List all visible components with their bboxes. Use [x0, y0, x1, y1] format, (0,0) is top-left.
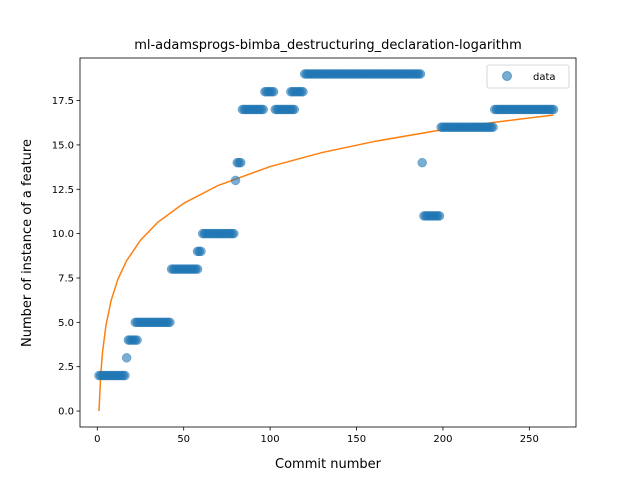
data-point	[417, 157, 427, 168]
data-point	[298, 86, 308, 97]
plot-frame	[79, 57, 577, 428]
data-point	[258, 104, 268, 115]
data-point	[488, 122, 498, 132]
legend: data	[486, 64, 570, 89]
data-point	[196, 246, 206, 257]
y-axis-label: Number of instance of a feature	[20, 139, 35, 347]
data-point	[548, 104, 559, 115]
x-tick-label: 0	[94, 434, 100, 445]
x-tick-label: 100	[261, 434, 280, 445]
plot-area	[80, 58, 576, 427]
legend-box	[486, 64, 570, 89]
x-tick-label: 250	[520, 434, 539, 445]
x-tick-label: 50	[177, 434, 190, 445]
data-point	[235, 157, 246, 168]
data-point	[121, 353, 132, 363]
legend-marker-data	[502, 71, 512, 81]
x-tick-label: 150	[347, 434, 366, 445]
y-tick-label: 5.0	[58, 318, 74, 329]
data-point	[230, 175, 241, 186]
data-point	[415, 69, 426, 79]
y-tick-label: 2.5	[58, 362, 74, 373]
data-point	[268, 86, 279, 97]
data-points-layer	[94, 69, 559, 381]
data-point	[165, 317, 175, 328]
data-point	[434, 211, 445, 221]
y-tick-label: 10.0	[52, 229, 74, 240]
x-axis-label: Commit number	[275, 457, 382, 472]
data-point	[132, 335, 142, 345]
data-point	[229, 228, 239, 239]
fit-curve-line	[98, 114, 554, 412]
legend-label-data: data	[533, 72, 556, 83]
y-axis-ticks: 0.0 2.5 5.0 7.5 10.0 12.5 15.0 17.5	[52, 96, 80, 418]
chart-title: ml-adamsprogs-bimba_destructuring_declar…	[134, 38, 522, 53]
x-tick-label: 200	[433, 434, 452, 445]
x-axis-ticks: 0 50 100 150 200 250	[94, 427, 539, 445]
y-tick-label: 17.5	[52, 96, 74, 107]
y-tick-label: 0.0	[58, 407, 74, 418]
fit-curve-layer	[98, 114, 554, 412]
y-tick-label: 15.0	[52, 140, 74, 151]
data-point	[289, 104, 300, 115]
data-point	[192, 264, 203, 274]
y-tick-label: 12.5	[52, 185, 74, 196]
data-point	[120, 370, 130, 381]
y-tick-label: 7.5	[58, 273, 74, 284]
